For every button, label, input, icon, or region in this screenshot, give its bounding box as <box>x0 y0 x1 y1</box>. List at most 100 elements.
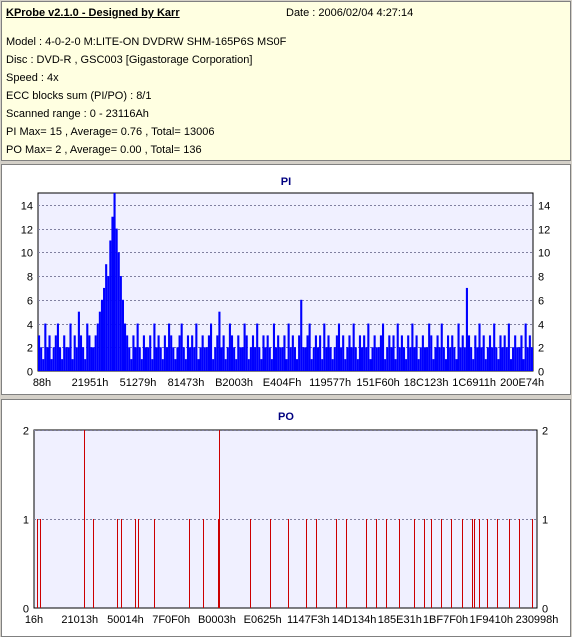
pi-ytick-left: 4 <box>27 320 33 332</box>
pi-bar <box>86 323 89 371</box>
po-xtick-label: B0003h <box>198 614 236 626</box>
pi-bar <box>115 228 118 371</box>
pi-bar <box>495 347 498 371</box>
pi-bar <box>249 347 252 371</box>
info-ecc: ECC blocks sum (PI/PO) : 8/1 <box>6 90 152 102</box>
pi-bar <box>530 347 533 371</box>
pi-bar <box>344 359 347 371</box>
pi-bar <box>476 347 479 371</box>
pi-bar <box>176 347 179 371</box>
pi-bar <box>266 335 269 371</box>
pi-bar <box>524 323 527 371</box>
pi-bar <box>77 311 80 371</box>
pi-bar <box>289 347 292 371</box>
po-ytick-left: 0 <box>23 604 29 616</box>
pi-ytick-left: 10 <box>21 248 33 260</box>
pi-bar <box>272 323 276 371</box>
pi-bar <box>54 335 57 371</box>
pi-bar <box>342 335 345 371</box>
pi-bar <box>105 264 108 371</box>
pi-bar <box>275 347 278 371</box>
pi-bar <box>50 359 53 371</box>
pi-bar <box>121 299 124 371</box>
pi-bar <box>191 335 194 371</box>
pi-bar <box>300 299 303 371</box>
pi-bar <box>426 347 429 371</box>
pi-bar <box>186 335 190 371</box>
info-disc: Disc : DVD-R , GSC003 [Gigastorage Corpo… <box>6 54 253 66</box>
pi-bar <box>46 347 49 371</box>
pi-bar <box>237 335 240 371</box>
pi-bar <box>447 335 450 371</box>
pi-bar <box>398 347 401 371</box>
pi-bar <box>277 335 280 371</box>
pi-bar <box>467 335 471 371</box>
po-ytick-right: 2 <box>542 426 548 438</box>
pi-bar <box>325 347 328 371</box>
pi-xtick-label: 119577h <box>309 377 351 389</box>
pi-bar <box>356 359 359 371</box>
pi-bar <box>438 347 441 371</box>
pi-bar <box>518 347 521 371</box>
pi-bar <box>201 335 204 371</box>
info-panel: KProbe v2.1.0 - Designed by Karr Date : … <box>1 1 571 161</box>
pi-bar <box>512 347 515 371</box>
pi-bar <box>178 335 181 371</box>
pi-bar <box>514 335 517 371</box>
pi-bar <box>140 359 143 371</box>
pi-bar <box>262 335 265 371</box>
pi-bar <box>214 347 217 371</box>
pi-bar <box>48 335 51 371</box>
pi-bar <box>218 311 221 371</box>
pi-bar <box>281 347 284 371</box>
pi-bar <box>409 347 412 371</box>
pi-bar <box>465 287 468 371</box>
pi-bar <box>333 347 336 371</box>
pi-bar <box>405 359 408 371</box>
pi-bar <box>209 323 213 371</box>
pi-bar <box>388 335 391 371</box>
pi-bar <box>457 323 460 371</box>
app-title: KProbe v2.1.0 - Designed by Karr <box>6 7 180 19</box>
pi-bar <box>92 347 95 371</box>
pi-bar <box>224 359 227 371</box>
pi-bar <box>331 359 334 371</box>
pi-bar <box>377 347 380 371</box>
pi-bar <box>67 347 70 371</box>
po-ytick-left: 2 <box>23 426 29 438</box>
pi-bar <box>480 347 483 371</box>
po-ytick-left: 1 <box>23 515 29 527</box>
pi-bar <box>293 347 296 371</box>
pi-xtick-label: 18C123h <box>404 377 449 389</box>
pi-bar <box>340 347 343 371</box>
pi-bar <box>182 347 185 371</box>
pi-xtick-label: 81473h <box>168 377 205 389</box>
pi-bar <box>184 359 187 371</box>
pi-bar <box>371 347 374 371</box>
pi-bar <box>306 335 309 371</box>
pi-ytick-right: 2 <box>538 343 544 355</box>
pi-bar <box>312 347 315 371</box>
po-xtick-label: 14D134h <box>332 614 377 626</box>
pi-bar <box>132 335 135 371</box>
pi-bar <box>407 335 410 371</box>
pi-bar <box>207 335 210 371</box>
pi-bar <box>144 347 148 371</box>
pi-bar <box>516 347 519 371</box>
pi-bar <box>172 347 175 371</box>
pi-bar <box>327 335 330 371</box>
pi-bar <box>434 347 437 371</box>
pi-bar <box>501 347 504 371</box>
po-xtick-label: 7F0F0h <box>152 614 190 626</box>
pi-ytick-right: 8 <box>538 272 544 284</box>
pi-bar <box>149 335 152 371</box>
pi-bar <box>384 359 387 371</box>
pi-bar <box>503 335 506 371</box>
pi-bar <box>174 359 177 371</box>
pi-chart-panel: PI 0 0 2 2 4 4 6 6 8 8 10 10 12 12 14 14 88h 21951h 51279h… <box>1 164 571 395</box>
pi-bar <box>138 347 141 371</box>
pi-bar <box>321 359 324 371</box>
pi-bar <box>65 347 68 371</box>
pi-bar <box>61 359 64 371</box>
pi-bar <box>484 359 487 371</box>
